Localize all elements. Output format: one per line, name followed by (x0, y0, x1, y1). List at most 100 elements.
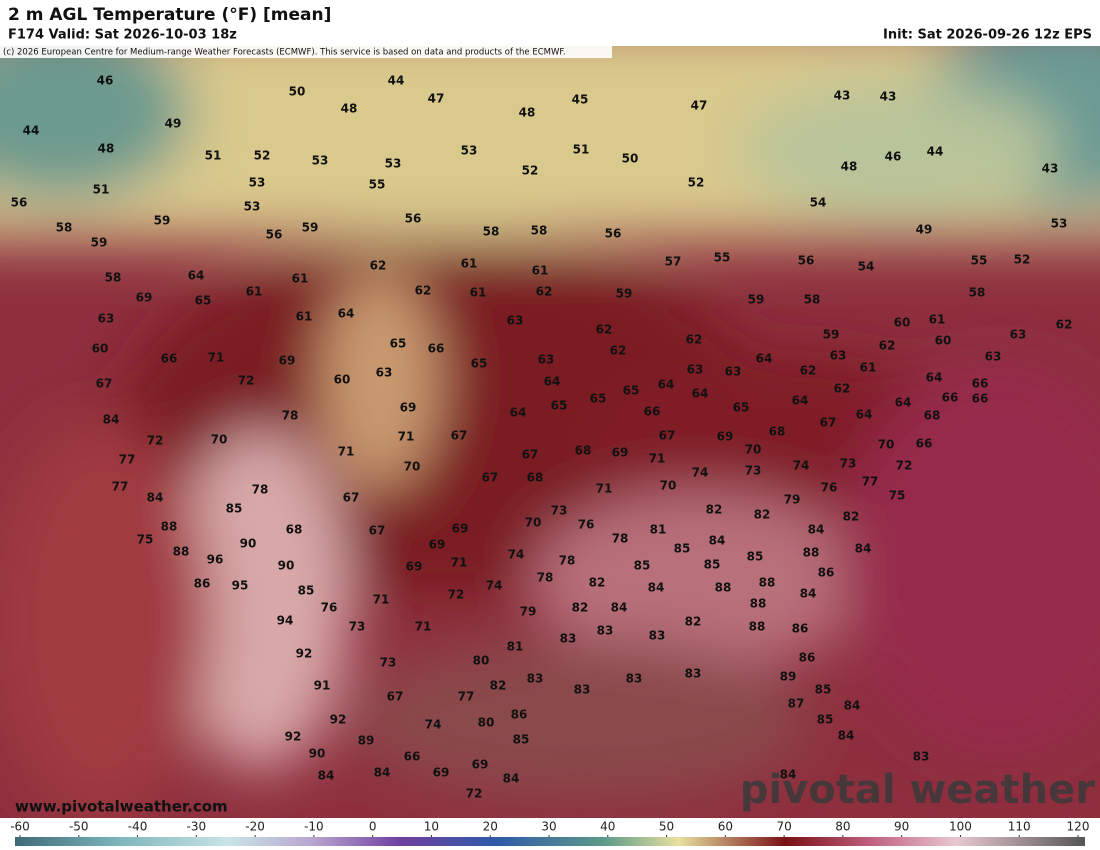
temperature-label: 48 (341, 102, 358, 116)
temperature-label: 79 (520, 605, 537, 619)
temperature-label: 60 (894, 316, 911, 330)
temperature-label: 82 (490, 679, 507, 693)
temperature-label: 66 (404, 750, 421, 764)
colorbar-tick-label: 40 (600, 820, 615, 834)
temperature-label: 63 (985, 350, 1002, 364)
temperature-label: 84 (808, 523, 825, 537)
temperature-label: 84 (855, 542, 872, 556)
temperature-label: 45 (572, 93, 589, 107)
watermark-brand: pivotal weather (740, 767, 1095, 813)
colorbar-ticks: -60 -50 -40 -30 -20 -10 0 10 20 30 40 50 60 70 80 90 100… (10, 820, 1090, 837)
temperature-label: 84 (374, 766, 391, 780)
temperature-label: 84 (611, 601, 628, 615)
temperature-label: 90 (278, 559, 295, 573)
temperature-label: 51 (93, 183, 110, 197)
temperature-label: 59 (91, 236, 108, 250)
credit: (c) 2026 European Centre for Medium-rang… (3, 48, 566, 58)
temperature-label: 43 (880, 90, 897, 104)
temperature-label: 62 (800, 364, 817, 378)
temperature-label: 64 (692, 387, 709, 401)
temperature-label: 88 (161, 520, 178, 534)
temperature-label: 85 (634, 559, 651, 573)
temperature-label: 94 (277, 614, 294, 628)
temperature-label: 68 (924, 409, 941, 423)
temperature-label: 58 (483, 225, 500, 239)
temperature-label: 50 (289, 85, 306, 99)
temperature-label: 58 (969, 286, 986, 300)
temperature-label: 63 (376, 366, 393, 380)
temperature-label: 63 (1010, 328, 1027, 342)
temperature-label: 48 (519, 106, 536, 120)
temperature-label: 67 (820, 416, 837, 430)
valid-time: F174 Valid: Sat 2026-10-03 18z (8, 28, 237, 43)
temperature-label: 69 (612, 446, 629, 460)
temperature-label: 83 (574, 683, 591, 697)
temperature-label: 58 (804, 293, 821, 307)
temperature-label: 82 (589, 576, 606, 590)
temperature-label: 67 (343, 491, 360, 505)
temperature-label: 61 (296, 310, 313, 324)
temperature-label: 82 (572, 601, 589, 615)
temperature-label: 84 (648, 581, 665, 595)
temperature-label: 77 (862, 475, 879, 489)
temperature-label: 51 (205, 149, 222, 163)
temperature-label: 63 (687, 363, 704, 377)
temperature-label: 69 (406, 560, 423, 574)
temperature-label: 68 (286, 523, 303, 537)
temperature-label: 72 (896, 459, 913, 473)
temperature-label: 52 (254, 149, 271, 163)
credit-box (0, 46, 612, 58)
temperature-label: 61 (470, 286, 487, 300)
temperature-label: 62 (536, 285, 553, 299)
temperature-label: 64 (856, 408, 873, 422)
temperature-label: 66 (972, 377, 989, 391)
temperature-label: 85 (674, 542, 691, 556)
temperature-label: 78 (252, 483, 269, 497)
colorbar-tick-label: 120 (1067, 820, 1090, 834)
temperature-label: 70 (878, 438, 895, 452)
colorbar-tick-label: 70 (776, 820, 791, 834)
temperature-label: 78 (559, 554, 576, 568)
colorbar-tick-label: 30 (541, 820, 556, 834)
temperature-label: 71 (208, 351, 225, 365)
temperature-label: 53 (385, 157, 402, 171)
temperature-label: 71 (338, 445, 355, 459)
temperature-label: 64 (895, 396, 912, 410)
temperature-label: 83 (597, 624, 614, 638)
temperature-label: 65 (623, 384, 640, 398)
temperature-label: 71 (398, 430, 415, 444)
temperature-label: 48 (841, 160, 858, 174)
temperature-label: 60 (935, 334, 952, 348)
temperature-label: 64 (544, 375, 561, 389)
temperature-label: 69 (433, 766, 450, 780)
temperature-label: 70 (525, 516, 542, 530)
temperature-label: 55 (714, 251, 731, 265)
temperature-label: 60 (92, 342, 109, 356)
temperature-label: 65 (590, 392, 607, 406)
temperature-label: 77 (458, 690, 475, 704)
temperature-labels: 46 50 44 47 48 45 48 47 43 43 44 49 48 51 52 53 53 53 51 50… (11, 74, 1073, 801)
temperature-label: 64 (188, 269, 205, 283)
temperature-label: 64 (338, 307, 355, 321)
temperature-label: 44 (23, 124, 40, 138)
colorbar-tick-label: -20 (245, 820, 265, 834)
temperature-label: 91 (314, 679, 331, 693)
temperature-label: 84 (318, 769, 335, 783)
temperature-label: 72 (466, 787, 483, 801)
temperature-label: 82 (706, 503, 723, 517)
temperature-label: 86 (799, 651, 816, 665)
temperature-label: 76 (578, 518, 595, 532)
temperature-label: 70 (211, 433, 228, 447)
temperature-label: 58 (105, 271, 122, 285)
temperature-label: 85 (513, 733, 530, 747)
temperature-label: 71 (649, 452, 666, 466)
temperature-label: 74 (508, 548, 525, 562)
temperature-label: 52 (522, 164, 539, 178)
temperature-label: 74 (425, 718, 442, 732)
temperature-label: 92 (296, 647, 313, 661)
temperature-label: 80 (478, 716, 495, 730)
temperature-label: 84 (844, 699, 861, 713)
temperature-label: 64 (510, 406, 527, 420)
temperature-label: 69 (717, 430, 734, 444)
temperature-label: 60 (334, 373, 351, 387)
